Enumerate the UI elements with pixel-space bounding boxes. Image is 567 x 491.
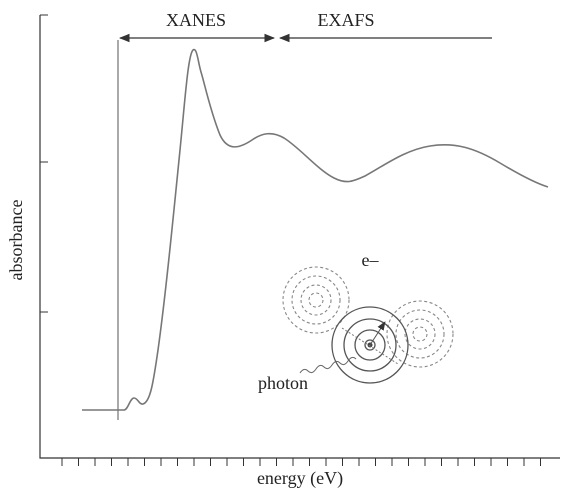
x-ticks	[61, 458, 541, 466]
xanes-label: XANES	[166, 10, 226, 30]
electron-label: e–	[362, 250, 380, 270]
axes	[39, 15, 560, 459]
scattering-sketch	[282, 266, 454, 384]
photon-label: photon	[258, 373, 308, 393]
spectrum-curve	[82, 48, 549, 411]
x-axis-label: energy (eV)	[257, 468, 343, 489]
y-axis-label: absorbance	[6, 200, 26, 281]
exafs-label: EXAFS	[317, 10, 374, 30]
y-ticks	[40, 14, 48, 313]
